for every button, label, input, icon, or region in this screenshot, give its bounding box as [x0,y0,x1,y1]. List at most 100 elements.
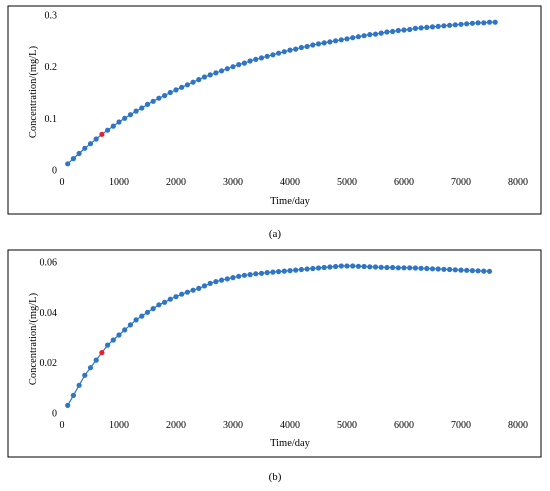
chart-a-data-point [167,89,173,96]
chart-a-data-point [156,95,162,101]
chart-a-data-point [241,60,247,66]
chart-b-xtick-label: 5000 [337,420,357,431]
chart-a-xtick-label: 8000 [508,177,528,188]
chart-a-data-point [213,70,219,76]
chart-b-data-point [213,279,219,285]
chart-b-data-point [105,342,111,348]
chart-a-data-point [247,58,253,64]
chart-a-data-point [179,84,185,90]
chart-a-data-point [162,93,168,99]
chart-b-plot: 0 0.02 0.04 0.06 0 1000 2000 3000 4000 5000 6000 70… [40,258,529,432]
chart-b-data-point [441,266,447,272]
chart-b-data-point [287,268,293,274]
chart-a-xtick-label: 0 [60,177,65,188]
chart-a-data-point [492,19,498,25]
chart-b-ylabel: Concentration/(mg/L) [28,292,39,385]
chart-b-data-point [76,382,82,388]
chart-b-data-point [355,263,361,269]
chart-b-data-point [241,272,247,278]
chart-a-data-point [469,20,475,26]
chart-a-xtick-label: 2000 [166,177,186,188]
chart-a-xtick-label: 6000 [394,177,414,188]
chart-b-data-point [116,332,122,338]
chart-b-data-point [458,267,464,273]
chart-b-data-point [281,268,287,274]
chart-b-data-point [361,263,367,270]
chart-b-data-point [475,268,481,274]
chart-a-data-point [372,31,379,37]
chart-b-xtick-label: 7000 [451,420,471,431]
chart-a-series-line [67,21,496,165]
chart-b-data-point [196,285,202,291]
chart-b-data-point [110,337,116,343]
chart-b-data-point [401,265,407,271]
chart-b-data-point [190,287,196,293]
chart-a-data-point [293,46,299,52]
chart-b-data-point [264,270,270,276]
chart-b-data-point [156,302,162,308]
chart-a-data-point [429,24,436,30]
chart-b-data-point [384,264,390,271]
chart-b-data-point [122,327,128,333]
chart-a-data-point [127,112,133,118]
chart-a-xtick-label: 7000 [451,177,471,188]
chart-b-data-point [390,264,396,271]
chart-a-data-point [258,55,265,61]
chart-b-data-point [372,264,379,270]
chart-a-data-point [76,150,82,157]
chart-a-xtick-label: 3000 [223,177,243,188]
chart-a-ytick-label: 0 [52,166,57,177]
chart-b-xtick-label: 3000 [223,420,243,431]
chart-a-data-point [361,33,367,39]
chart-b-data-point [127,322,133,328]
chart-a-data-point [401,27,407,33]
chart-a-data-point [424,24,430,30]
chart-b-data-point [412,265,418,271]
chart-a-data-point [447,22,453,28]
chart-b-data-point [82,372,88,378]
chart-a-ytick-label: 0.3 [45,11,58,22]
chart-b-data-point [298,266,304,273]
chart-a-xlabel: Time/day [270,196,311,207]
chart-a-highlight-point [99,131,105,137]
chart-a-data-point [201,74,208,80]
chart-b-data-point [87,365,94,371]
chart-a-data-point [344,36,350,42]
chart-b-data-point [184,289,190,295]
chart-a-data-point [367,31,373,38]
chart-a-data-point [110,123,116,129]
chart-b-data-point [481,268,487,274]
chart-b-xtick-label: 1000 [109,420,129,431]
chart-a-data-point [93,136,99,142]
chart-b-data-point [162,299,168,305]
chart-a-data-point [184,82,190,88]
chart-b-data-point [201,283,208,289]
chart-b-data-point [224,276,230,282]
chart-b-data-point [395,265,401,271]
chart-b-ytick-label: 0.06 [40,258,58,269]
chart-b-data-point [65,402,71,408]
chart-b-data-point [338,263,344,269]
chart-b-data-point [247,272,253,278]
chart-b-data-point [304,266,310,272]
chart-b-xtick-label: 6000 [394,420,414,431]
chart-a-data-point [65,161,71,167]
chart-a-data-point [378,30,384,36]
chart-a: 0 0.1 0.2 0.3 0 1000 2000 3000 4000 5000 6000 7000 8… [7,5,542,240]
chart-b-data-point [321,264,327,271]
chart-a-data-point [122,115,128,121]
chart-a-data-point [82,145,88,151]
chart-b-data-point [144,309,151,315]
chart-a-data-point [133,108,139,114]
chart-b-ytick-label: 0 [52,409,57,420]
chart-a-xtick-label: 5000 [337,177,357,188]
chart-a-data-point [333,38,339,44]
chart-a-data-point [407,26,413,33]
chart-a-data-point [150,98,156,104]
chart-b-data-point [424,265,430,272]
chart-b-xtick-label: 4000 [280,420,300,431]
chart-a-data-point [253,56,259,63]
chart-a-data-point [441,23,447,29]
chart-b-data-point [486,268,493,274]
